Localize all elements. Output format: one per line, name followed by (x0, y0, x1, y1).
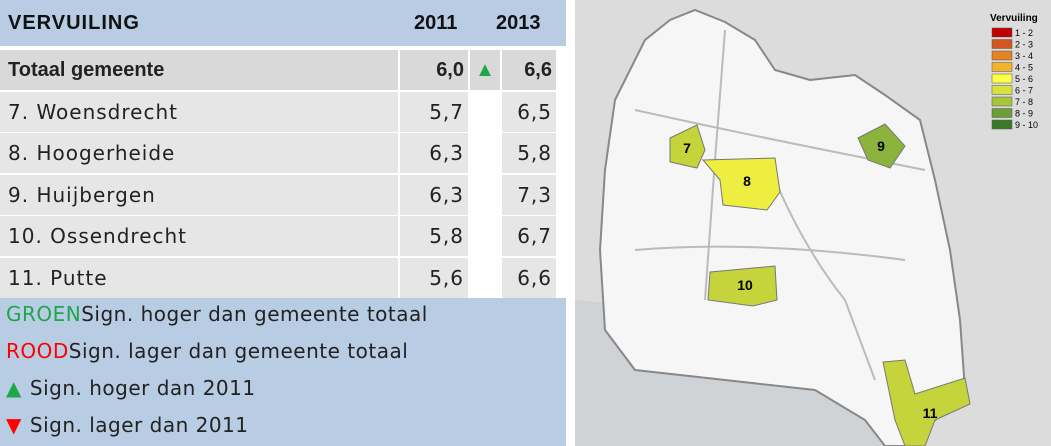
row-name: 9. Huijbergen (0, 174, 398, 215)
table-header: VERVUILING 2011 2013 (0, 0, 566, 46)
value-2011: 6,3 (400, 174, 468, 215)
legend-text: Sign. hoger dan 2011 (29, 376, 256, 400)
legend-text: Sign. hoger dan gemeente totaal (81, 302, 428, 326)
value-2013: 6,6 (502, 257, 556, 298)
legend-label: 2 - 3 (1015, 40, 1033, 50)
legend-swatch (991, 73, 1013, 84)
legend-key: ▼ (6, 413, 22, 437)
legend-label: 5 - 6 (1015, 74, 1033, 84)
legend-swatch (991, 39, 1013, 49)
legend-key: ROOD (6, 339, 69, 363)
municipality (598, 8, 967, 446)
legend-swatch (991, 119, 1013, 130)
value-2013: 6,5 (502, 91, 556, 132)
legend-swatch (991, 50, 1013, 61)
legend-label: 9 - 10 (1015, 120, 1038, 130)
region (857, 123, 906, 169)
table-row: 10. Ossendrecht 5,8 6,7 (0, 216, 566, 256)
legend-swatch (991, 27, 1013, 38)
column-header: 2013 (496, 12, 541, 34)
row-name: 7. Woensdrecht (0, 91, 398, 132)
region-label: 10 (737, 277, 753, 293)
table-row: 8. Hoogerheide 6,3 5,8 (0, 133, 566, 173)
legend: GROENSign. hoger dan gemeente totaal ROOD… (0, 298, 566, 446)
value-2011: 5,6 (400, 257, 468, 298)
region (701, 157, 781, 211)
legend-key: GROEN (6, 302, 82, 326)
row-name: 10. Ossendrecht (0, 216, 398, 256)
legend-text: Sign. lager dan 2011 (29, 413, 249, 437)
map-legend-title: Vervuiling (990, 13, 1038, 24)
legend-swatch (991, 62, 1013, 72)
value-2011: 5,7 (400, 91, 468, 132)
legend-item: ▼ Sign. lager dan 2011 (6, 413, 249, 437)
legend-swatch (991, 85, 1013, 95)
map-svg: 7 8 9 10 11 Vervuiling 1 - 2 2 - 33 - 4 4 … (575, 8, 1038, 446)
table-title: VERVUILING (8, 12, 140, 34)
region-label: 11 (923, 405, 938, 421)
value-2013: 7,3 (502, 174, 556, 215)
value-2011: 6,0 (400, 50, 468, 90)
value-2011: 6,3 (400, 133, 468, 173)
region (882, 359, 971, 446)
table-row: Totaal gemeente 6,0 ▲ 6,6 (0, 50, 566, 90)
trend-icon: ▲ (470, 50, 500, 90)
row-name: 11. Putte (0, 257, 398, 298)
legend-swatch (991, 96, 1013, 107)
legend-label: 8 - 9 (1015, 109, 1033, 119)
legend-item: ROODSign. lager dan gemeente totaal (6, 339, 408, 363)
region (707, 265, 778, 307)
legend-label: 6 - 7 (1015, 86, 1033, 96)
legend-swatch (991, 108, 1013, 118)
value-2011: 5,8 (400, 216, 468, 256)
region (669, 124, 706, 169)
legend-item: ▲ Sign. hoger dan 2011 (6, 376, 256, 400)
legend-item: GROENSign. hoger dan gemeente totaal (6, 302, 428, 326)
value-2013: 5,8 (502, 133, 556, 173)
row-name: Totaal gemeente (0, 50, 398, 90)
legend-text: Sign. lager dan gemeente totaal (68, 339, 409, 363)
region-label: 7 (683, 140, 691, 156)
region-label: 9 (877, 138, 885, 154)
legend-label: 3 - 4 (1015, 51, 1033, 61)
value-2013: 6,7 (502, 216, 556, 256)
row-name: 8. Hoogerheide (0, 133, 398, 173)
legend-label: 1 - 2 (1015, 28, 1033, 38)
region-label: 8 (743, 173, 751, 189)
value-2013: 6,6 (502, 50, 556, 90)
legend-key: ▲ (6, 376, 22, 400)
table-row: 11. Putte 5,6 6,6 (0, 257, 566, 298)
table-panel: VERVUILING 2011 2013 Totaal gemeente 6,0 ▲… (0, 0, 566, 446)
legend-label: 7 - 8 (1015, 97, 1033, 107)
table-row: 7. Woensdrecht 5,7 6,5 (0, 91, 566, 132)
legend-label: 4 - 5 (1015, 63, 1033, 73)
column-header: 2011 (414, 12, 458, 34)
table-row: 9. Huijbergen 6,3 7,3 (0, 174, 566, 215)
